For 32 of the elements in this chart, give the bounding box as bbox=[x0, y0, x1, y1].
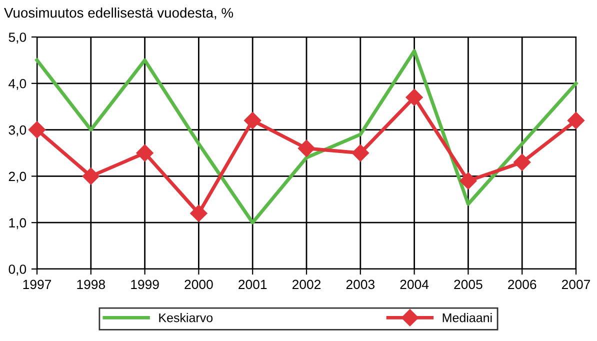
y-tick-label: 0,0 bbox=[8, 264, 26, 276]
point bbox=[298, 140, 316, 157]
x-tick-label: 1997 bbox=[23, 280, 52, 290]
point bbox=[406, 88, 423, 106]
x-tick-label: 2001 bbox=[238, 280, 267, 290]
x-tick-label: 1998 bbox=[77, 280, 106, 290]
y-tick-label: 2,0 bbox=[8, 172, 26, 183]
x-tick-label: 2006 bbox=[508, 280, 536, 290]
y-tick-label: 4,0 bbox=[8, 78, 26, 90]
legend-label: Keskiarvo bbox=[159, 313, 213, 322]
point bbox=[82, 168, 100, 185]
x-tick-label: 2007 bbox=[562, 280, 590, 290]
x-tick-label: 2004 bbox=[400, 280, 429, 290]
x-tick-label: 2000 bbox=[184, 280, 213, 290]
x-tick-label: 2003 bbox=[346, 280, 374, 290]
point bbox=[190, 204, 208, 222]
point bbox=[244, 112, 262, 130]
legend-label: Mediaani bbox=[442, 313, 492, 322]
y-tick-label: 1,0 bbox=[9, 218, 26, 230]
x-tick-label: 2002 bbox=[292, 280, 321, 290]
point bbox=[460, 172, 477, 190]
x-tick-label: 1999 bbox=[131, 280, 159, 290]
y-tick-label: 5,0 bbox=[8, 32, 26, 44]
chart-title: Vuosimuutos edellisestä vuodesta, % bbox=[4, 8, 234, 20]
point bbox=[136, 144, 154, 162]
point bbox=[567, 112, 585, 130]
point bbox=[352, 144, 369, 162]
x-tick-label: 2005 bbox=[454, 280, 482, 290]
y-tick-label: 3,0 bbox=[8, 125, 26, 136]
point bbox=[28, 121, 46, 138]
line-series bbox=[35, 49, 578, 224]
point bbox=[514, 154, 531, 171]
